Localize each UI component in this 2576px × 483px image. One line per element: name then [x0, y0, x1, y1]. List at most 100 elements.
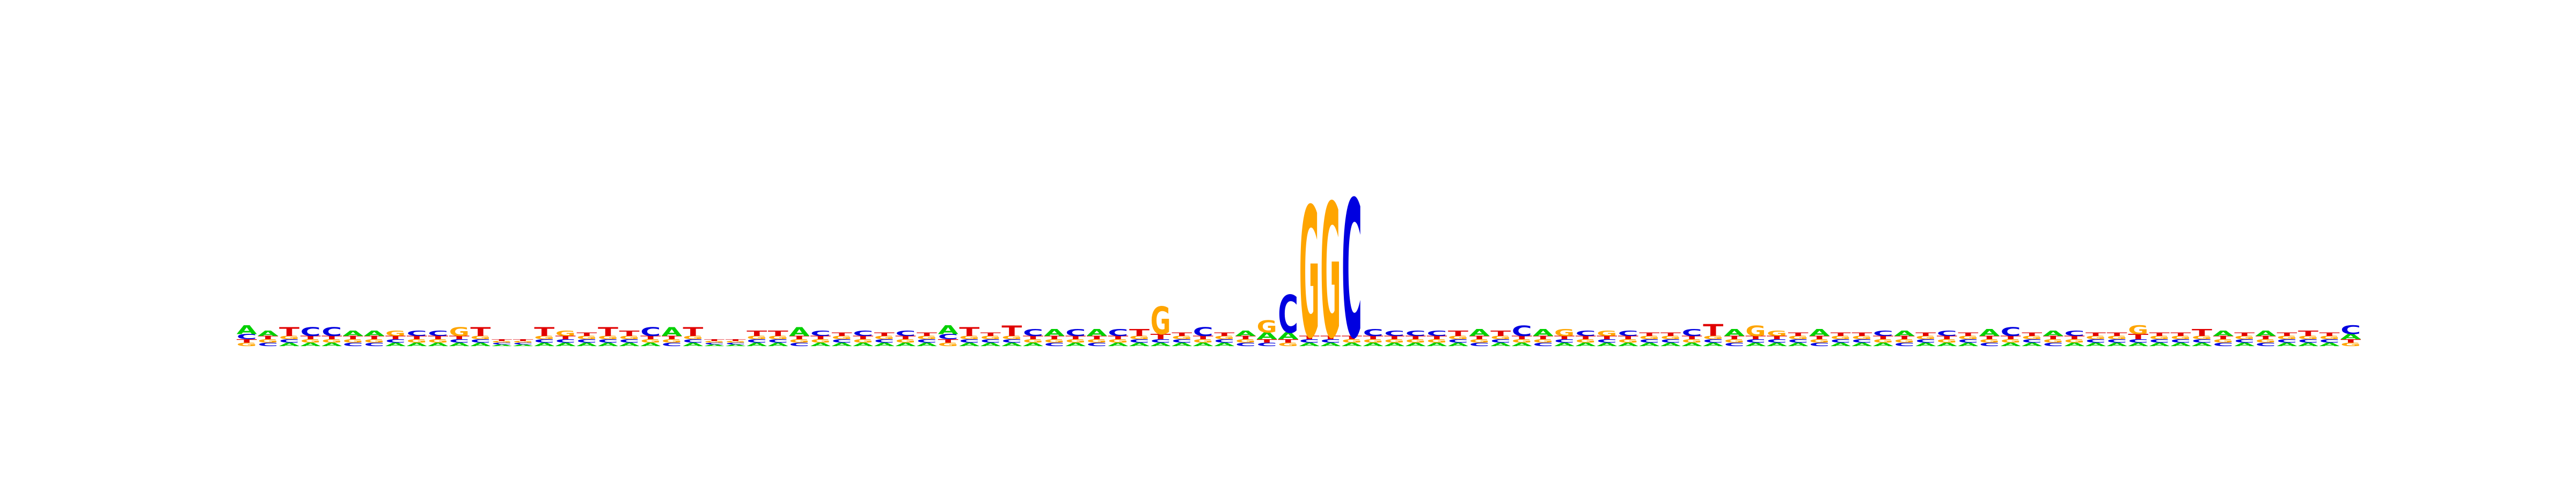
logo-letter: A — [1235, 330, 1256, 338]
logo-letter: C — [980, 339, 1001, 344]
logo-letter: T — [853, 335, 873, 340]
logo-letter: C — [2340, 324, 2361, 337]
logo-letter: T — [1724, 335, 1745, 340]
logo-letter: A — [1342, 342, 1363, 347]
logo-letter: T — [534, 325, 554, 339]
logo-letter: G — [2319, 335, 2340, 340]
logo-letter: G — [938, 342, 958, 347]
logo-letter: C — [1469, 342, 1490, 347]
logo-letter: C — [1406, 330, 1426, 338]
logo-letter: A — [1618, 342, 1639, 347]
logo-letter: A — [2085, 342, 2106, 347]
logo-letter: T — [1831, 332, 1851, 337]
logo-letter: A — [2234, 342, 2255, 347]
logo-letter: G — [1788, 335, 1809, 340]
logo-letter: A — [1469, 327, 1490, 338]
logo-letter: C — [1426, 330, 1447, 338]
logo-letter: A — [1660, 342, 1681, 347]
logo-letter: A — [1851, 342, 1872, 347]
logo-letter: T — [747, 329, 767, 338]
logo-letter: G — [513, 340, 533, 343]
logo-letter: C — [364, 342, 384, 347]
logo-letter: T — [1320, 335, 1341, 340]
logo-letter: G — [810, 338, 831, 343]
logo-letter: G — [704, 340, 724, 343]
logo-letter: G — [2256, 338, 2276, 343]
logo-letter: A — [1724, 327, 1745, 338]
logo-letter: A — [279, 342, 300, 347]
logo-letter: G — [1193, 338, 1213, 343]
logo-letter: A — [1406, 342, 1426, 347]
logo-letter: C — [1235, 342, 1256, 347]
logo-letter: A — [640, 342, 661, 347]
logo-letter: A — [470, 342, 491, 347]
logo-letter: G — [428, 338, 448, 343]
logo-letter: T — [1937, 335, 1957, 340]
logo-letter: A — [2213, 330, 2234, 338]
logo-letter: A — [959, 342, 980, 347]
logo-letter: G — [1724, 338, 1745, 343]
logo-letter: A — [1320, 342, 1341, 347]
logo-letter: T — [1873, 335, 1893, 340]
logo-letter: C — [2170, 339, 2191, 344]
logo-letter: C — [1533, 342, 1553, 347]
logo-letter: A — [2170, 342, 2191, 347]
logo-letter: A — [810, 342, 831, 347]
logo-letter: T — [1894, 335, 1915, 340]
logo-letter: A — [874, 342, 895, 347]
logo-letter: C — [470, 339, 491, 344]
logo-letter: G — [2213, 338, 2234, 343]
logo-letter: C — [1151, 339, 1171, 344]
logo-letter: C — [1363, 327, 1384, 338]
logo-letter: T — [2001, 335, 2021, 340]
logo-letter: A — [343, 330, 363, 338]
logo-letter: T — [1172, 332, 1192, 337]
logo-letter: A — [619, 342, 640, 347]
logo-letter: G — [2277, 335, 2297, 340]
logo-letter: C — [1001, 339, 1022, 344]
logo-letter: T — [1809, 335, 1829, 340]
logo-letter: G — [2170, 335, 2191, 340]
logo-letter: C — [279, 339, 299, 344]
logo-letter: C — [237, 333, 257, 341]
logo-letter: G — [2001, 338, 2021, 343]
logo-letter: T — [1448, 329, 1469, 338]
logo-letter: G — [980, 335, 1001, 340]
logo-letter: G — [1512, 338, 1532, 343]
logo-letter: T — [1618, 335, 1638, 340]
logo-letter: A — [1023, 342, 1044, 347]
logo-letter: C — [959, 339, 979, 344]
logo-letter: G — [470, 335, 491, 340]
logo-letter: T — [917, 332, 937, 337]
logo-letter: C — [492, 342, 512, 345]
logo-letter: C — [301, 325, 321, 339]
logo-letter: C — [449, 339, 470, 344]
logo-letter: C — [1342, 162, 1362, 381]
logo-letter: A — [1894, 330, 1915, 338]
logo-letter: T — [810, 335, 831, 340]
logo-letter: T — [1193, 335, 1213, 340]
logo-letter: G — [364, 338, 384, 343]
logo-stacks: GTCACGTAACGTAGTCAGTCCGTACGTAACTGAGTCAGTC… — [237, 162, 2361, 381]
logo-letter: A — [1108, 342, 1129, 347]
logo-letter: T — [768, 329, 789, 338]
